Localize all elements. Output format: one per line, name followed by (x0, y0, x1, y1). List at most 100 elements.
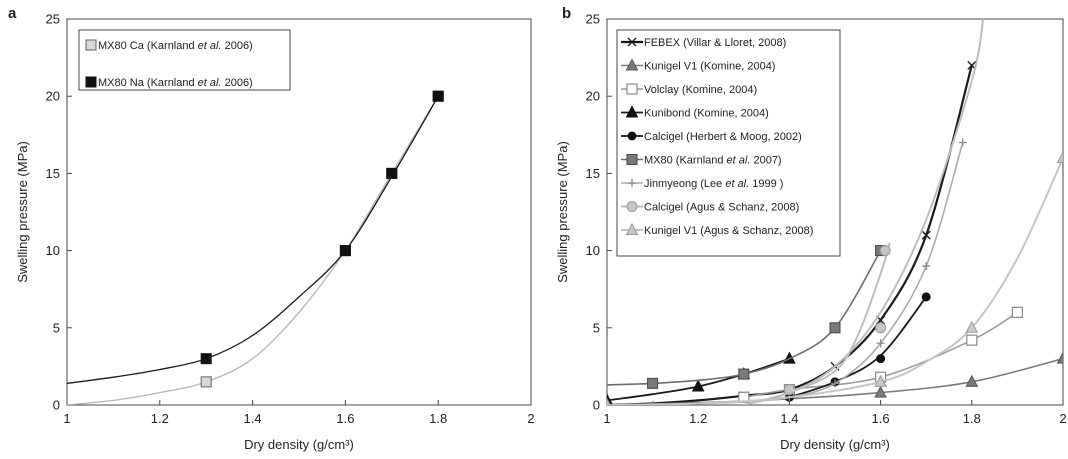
x-tick-label: 1.4 (780, 411, 798, 426)
legend-label: MX80 Ca (Karnland et al. 2006) (98, 40, 253, 52)
series-line (607, 250, 882, 386)
series-1 (67, 90, 444, 385)
legend-marker (625, 105, 639, 118)
legend-item: Calcigel (Agus & Schanz, 2008) (621, 201, 799, 214)
legend: FEBEX (Villar & Lloret, 2008) Kunigel V1 … (616, 29, 841, 257)
legend-item: Calcigel (Herbert & Moog, 2002) (621, 131, 802, 143)
data-point (965, 320, 979, 333)
y-tick-label: 15 (586, 166, 600, 181)
series-8 (607, 150, 1063, 405)
x-tick-label: 1.6 (336, 411, 354, 426)
series-line (67, 95, 439, 405)
data-point (1056, 150, 1063, 163)
data-point (432, 90, 444, 102)
legend-item: FEBEX (Villar & Lloret, 2008) (621, 37, 786, 49)
legend-label: Calcigel (Agus & Schanz, 2008) (644, 202, 799, 214)
data-point (876, 339, 885, 348)
plot-area (607, 19, 1063, 405)
data-point (386, 167, 398, 179)
legend-label: Calcigel (Herbert & Moog, 2002) (644, 131, 802, 143)
x-tick-label: 1.6 (872, 411, 890, 426)
data-point (1011, 306, 1024, 318)
data-point (829, 322, 841, 334)
legend-marker (627, 131, 637, 141)
y-tick-label: 5 (593, 320, 600, 335)
y-tick-label: 10 (46, 243, 60, 258)
y-tick-label: 5 (53, 320, 60, 335)
legend-marker (625, 58, 639, 71)
series-line (743, 19, 985, 405)
x-tick-label: 2 (1059, 411, 1066, 426)
legend-item: MX80 Na (Karnland et al. 2006) (85, 76, 253, 89)
legend-label: FEBEX (Villar & Lloret, 2008) (644, 37, 786, 49)
legend-marker (627, 37, 637, 47)
panel-label: b (562, 5, 571, 22)
y-tick-label: 25 (586, 12, 600, 27)
legend-marker (626, 154, 638, 165)
legend-item: Volclay (Komine, 2004) (621, 83, 757, 96)
data-point (966, 334, 978, 346)
series-line (67, 95, 439, 385)
legend-label: Kunigel V1 (Komine, 2004) (644, 61, 775, 73)
series-4 (784, 292, 931, 402)
data-point (339, 245, 351, 257)
legend-label: Volclay (Komine, 2004) (644, 84, 757, 96)
plot-frame (66, 18, 532, 406)
series-5 (607, 245, 887, 389)
y-tick-label: 25 (46, 12, 60, 27)
data-point (875, 322, 887, 334)
data-point (1056, 351, 1063, 364)
y-tick-label: 0 (53, 398, 60, 413)
data-point (874, 374, 887, 387)
legend: MX80 Ca (Karnland et al. 2006) MX80 Na (K… (78, 29, 291, 91)
legend-label: MX80 (Karnland et al. 2007) (644, 155, 782, 167)
data-point (831, 379, 839, 388)
data-point (691, 379, 705, 392)
legend-marker (625, 222, 639, 235)
series-3 (607, 351, 796, 405)
legend-marker (626, 201, 638, 212)
x-tick-label: 2 (527, 411, 534, 426)
legend-marker (626, 83, 638, 95)
x-tick-label: 1.4 (244, 411, 262, 426)
chart-panel-b: b 0 5 10 15 20 25 1 1.2 1.4 1.6 1.8 2 Dry density (g/… (555, 5, 1067, 452)
y-tick-label: 20 (46, 89, 60, 104)
data-point (879, 245, 891, 257)
data-point (958, 138, 967, 147)
data-point (647, 377, 659, 389)
x-tick-label: 1.8 (963, 411, 981, 426)
legend-label: Kunigel V1 (Agus & Schanz, 2008) (644, 225, 813, 237)
data-point (607, 397, 611, 405)
legend-box (78, 29, 291, 91)
legend-item: Kunigel V1 (Agus & Schanz, 2008) (621, 222, 813, 237)
series-9 (743, 19, 985, 405)
chart-panel-a: a 0 5 10 15 20 25 1 1.2 1.4 1.6 1.8 2 Dry density (g/… (8, 5, 535, 452)
legend-item: MX80 (Karnland et al. 2007) (621, 154, 782, 167)
y-axis-label: Swelling pressure (MPa) (15, 141, 30, 283)
x-tick-label: 1 (603, 411, 610, 426)
data-point (200, 376, 212, 388)
y-tick-label: 20 (586, 89, 600, 104)
y-axis-label: Swelling pressure (MPa) (555, 141, 570, 283)
series-0 (67, 90, 444, 405)
legend-label: Jinmyeong (Lee et al. 1999 ) (644, 178, 783, 190)
y-tick-label: 0 (593, 398, 600, 413)
series-line (607, 157, 1063, 405)
plot-frame (606, 18, 1064, 406)
plot-area (67, 90, 444, 405)
series-line (607, 65, 973, 405)
legend-label: Kunibond (Komine, 2004) (644, 108, 769, 120)
y-tick-label: 10 (586, 243, 600, 258)
data-point (965, 374, 979, 387)
panel-label: a (8, 5, 17, 22)
data-point (876, 354, 886, 364)
x-axis-label: Dry density (g/cm³) (780, 437, 890, 452)
data-point (922, 262, 931, 271)
x-tick-label: 1.2 (151, 411, 169, 426)
data-point (921, 230, 931, 240)
x-tick-label: 1.8 (429, 411, 447, 426)
x-tick-label: 1 (63, 411, 70, 426)
data-point (874, 385, 887, 398)
